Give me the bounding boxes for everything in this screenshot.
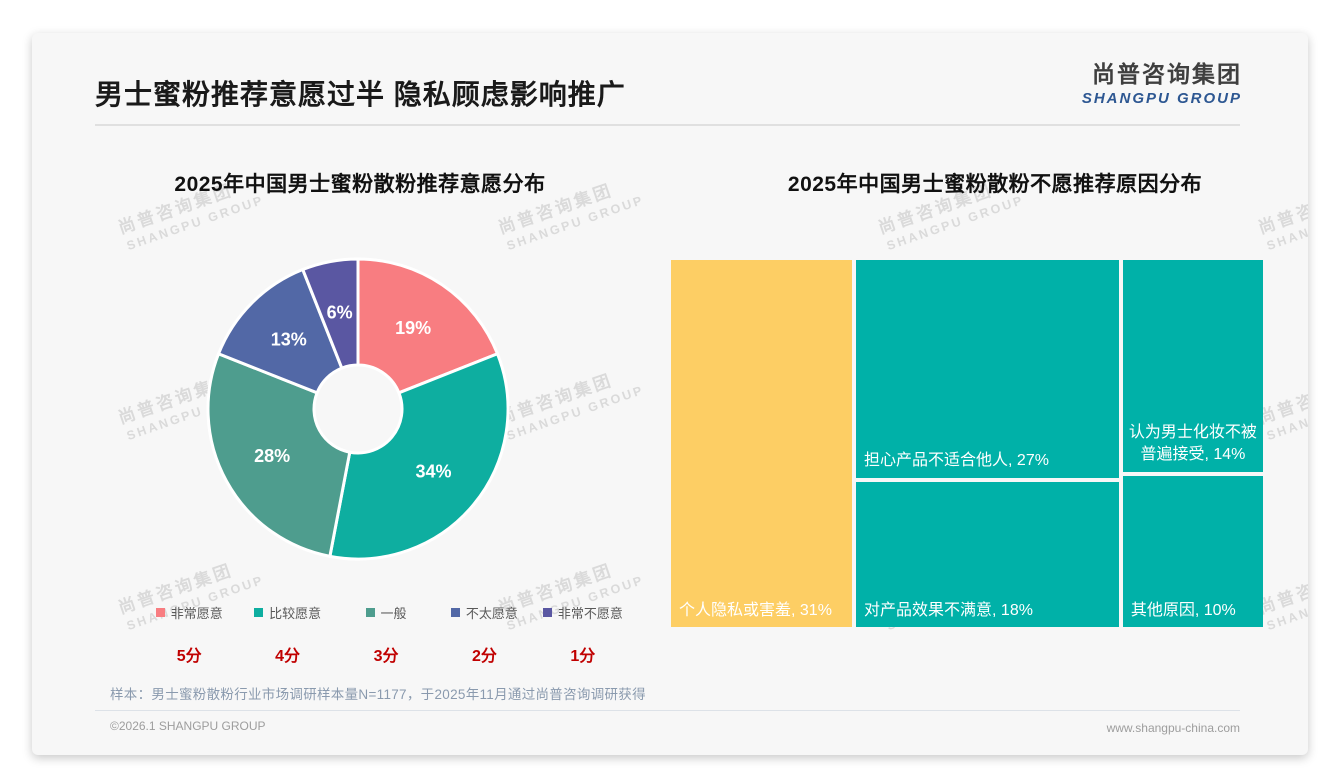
legend-item: 非常不愿意	[542, 603, 623, 622]
watermark-cn: 尚普咨询集团	[1255, 370, 1308, 428]
donut-segment-1	[356, 257, 500, 395]
donut-segment-4	[216, 267, 344, 395]
treemap-box-5: 其他原因, 10%	[1122, 475, 1263, 627]
donut-data-label: 19%	[395, 318, 431, 338]
donut-chart-title: 2025年中国男士蜜粉散粉推荐意愿分布	[174, 173, 546, 196]
legend-swatch	[365, 608, 375, 617]
legend-swatch	[254, 608, 264, 617]
donut-data-label: 6%	[327, 303, 353, 323]
donut-data-label: 28%	[254, 446, 290, 466]
legend-label: 非常愿意	[170, 606, 223, 621]
legend-column: 不太愿意 2分	[435, 603, 533, 666]
watermark-cn: 尚普咨询集团	[495, 370, 616, 428]
page-title: 男士蜜粉推荐意愿过半 隐私顾虑影响推广	[95, 79, 626, 110]
treemap-box-3: 对产品效果不满意, 18%	[856, 481, 1119, 627]
donut-data-label: 13%	[271, 330, 307, 350]
score-label: 1分	[570, 648, 596, 665]
watermark-en: SHANGPU GROUP	[1264, 193, 1308, 254]
donut-chart: 19% 34% 28% 13% 6%	[206, 257, 510, 561]
treemap-label: 担心产品不适合他人, 27%	[864, 452, 1049, 470]
score-label: 2分	[471, 648, 497, 665]
donut-segment-3	[206, 351, 352, 559]
treemap-label: 认为男士化妆不被普遍接受, 14%	[1128, 423, 1257, 464]
treemap-box-2: 担心产品不适合他人, 27%	[856, 260, 1119, 478]
legend-swatch	[542, 608, 552, 617]
watermark-cn: 尚普咨询集团	[1255, 560, 1308, 618]
legend-label: 比较愿意	[269, 606, 322, 621]
legend-column: 非常不愿意 1分	[534, 603, 632, 666]
donut-data-label: 34%	[415, 461, 451, 481]
logo-english-name: SHANGPU GROUP	[1081, 90, 1242, 107]
score-label: 3分	[373, 648, 399, 665]
watermark-en: SHANGPU GROUP	[1264, 383, 1308, 444]
watermark-cn: 尚普咨询集团	[1255, 180, 1308, 238]
legend-column: 非常愿意 5分	[140, 603, 238, 666]
legend-label: 非常不愿意	[557, 606, 623, 621]
footer-website: www.shangpu-china.com	[1106, 721, 1240, 735]
slide-card: 尚普咨询集团 SHANGPU GROUP 尚普咨询集团 SHANGPU GROUP 尚普…	[32, 33, 1308, 755]
treemap-label: 对产品效果不满意, 18%	[864, 601, 1033, 619]
footer-divider	[95, 710, 1240, 711]
legend-item: 非常愿意	[155, 603, 223, 622]
company-logo: 尚普咨询集团 SHANGPU GROUP	[1082, 55, 1242, 107]
treemap-label: 个人隐私或害羞, 31%	[679, 601, 832, 619]
footer-copyright: ©2026.1 SHANGPU GROUP	[110, 719, 266, 733]
treemap-chart: 个人隐私或害羞, 31% 担心产品不适合他人, 27% 对产品效果不满意, 18% 认…	[671, 260, 1263, 627]
treemap-label: 其他原因, 10%	[1130, 601, 1236, 619]
legend-swatch	[450, 608, 460, 617]
donut-segment-5	[300, 257, 360, 371]
score-label: 5分	[176, 648, 202, 665]
treemap-box-4: 认为男士化妆不被普遍接受, 14%	[1122, 260, 1263, 472]
donut-segment-2	[328, 351, 510, 561]
score-label: 4分	[275, 648, 301, 665]
sample-note: 样本：男士蜜粉散粉行业市场调研样本量N=1177，于2025年11月通过尚普咨询…	[110, 687, 646, 702]
legend-column: 一般 3分	[337, 603, 435, 666]
watermark-en: SHANGPU GROUP	[1264, 573, 1308, 634]
legend-label: 不太愿意	[465, 606, 518, 621]
donut-legend: 非常愿意 5分 比较愿意 4分 一般 3分 不太愿意 2分 非常不愿意 1分	[140, 603, 632, 666]
logo-chinese-name: 尚普咨询集团	[1092, 61, 1242, 87]
legend-swatch	[155, 608, 165, 617]
watermark-en: SHANGPU GROUP	[504, 382, 646, 444]
legend-column: 比较愿意 4分	[238, 603, 336, 666]
legend-label: 一般	[380, 606, 407, 621]
treemap-box-1: 个人隐私或害羞, 31%	[671, 260, 853, 627]
title-divider	[95, 124, 1240, 126]
legend-item: 一般	[365, 603, 407, 622]
legend-item: 不太愿意	[450, 603, 518, 622]
legend-item: 比较愿意	[254, 603, 321, 622]
treemap-chart-title: 2025年中国男士蜜粉散粉不愿推荐原因分布	[787, 173, 1203, 196]
